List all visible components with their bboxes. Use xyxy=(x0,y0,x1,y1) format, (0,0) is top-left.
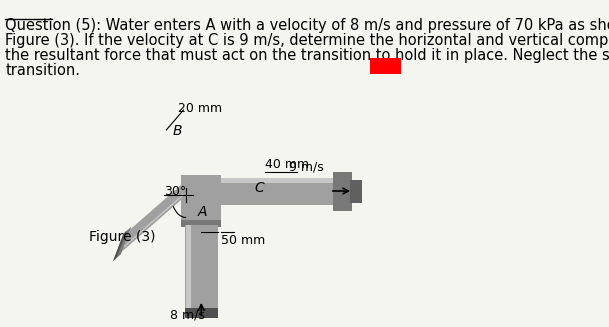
FancyBboxPatch shape xyxy=(185,308,218,318)
Text: 8 m/s: 8 m/s xyxy=(171,308,205,321)
Text: A: A xyxy=(198,205,208,219)
Text: 9 m/s: 9 m/s xyxy=(289,160,324,173)
Text: Question (5): Water enters A with a velocity of 8 m/s and pressure of 70 kPa as : Question (5): Water enters A with a velo… xyxy=(5,18,609,33)
Text: C: C xyxy=(254,181,264,195)
Polygon shape xyxy=(115,227,132,259)
Text: B: B xyxy=(173,124,183,138)
FancyBboxPatch shape xyxy=(221,178,337,183)
FancyBboxPatch shape xyxy=(333,172,352,211)
Text: 20 mm: 20 mm xyxy=(178,102,222,115)
FancyBboxPatch shape xyxy=(181,175,221,220)
Text: Figure (3). If the velocity at C is 9 m/s, determine the horizontal and vertical: Figure (3). If the velocity at C is 9 m/… xyxy=(5,33,609,48)
FancyBboxPatch shape xyxy=(181,215,221,227)
Text: 40 mm: 40 mm xyxy=(266,158,309,171)
FancyBboxPatch shape xyxy=(221,178,337,205)
Text: 50 mm: 50 mm xyxy=(221,234,266,247)
Polygon shape xyxy=(123,193,184,248)
Text: the resultant force that must act on the transition to hold it in place. Neglect: the resultant force that must act on the… xyxy=(5,48,609,63)
FancyBboxPatch shape xyxy=(350,180,362,203)
FancyBboxPatch shape xyxy=(186,225,191,310)
Text: Figure (3): Figure (3) xyxy=(89,230,155,244)
FancyBboxPatch shape xyxy=(370,58,401,74)
Text: 30°: 30° xyxy=(164,185,186,198)
Polygon shape xyxy=(113,231,127,261)
Text: transition.: transition. xyxy=(5,63,80,78)
Polygon shape xyxy=(122,177,191,252)
FancyBboxPatch shape xyxy=(185,225,218,310)
